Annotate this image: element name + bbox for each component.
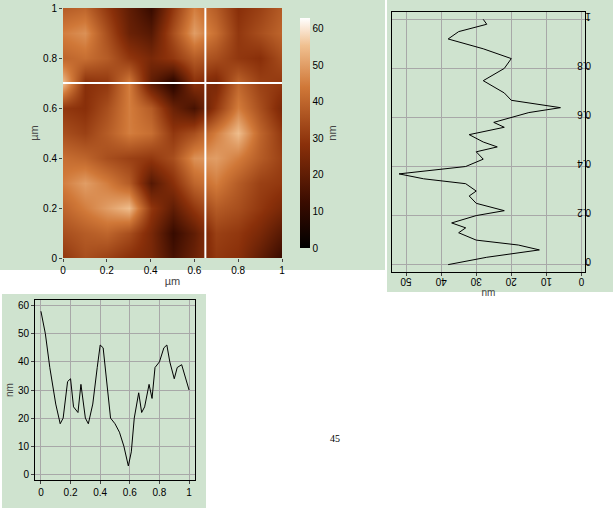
svg-text:20: 20: [18, 413, 30, 424]
svg-text:0: 0: [313, 243, 319, 254]
svg-text:30: 30: [18, 385, 30, 396]
svg-text:60: 60: [313, 23, 325, 34]
svg-text:40: 40: [313, 96, 325, 107]
svg-text:0.4: 0.4: [144, 265, 158, 276]
svg-text:0: 0: [60, 265, 66, 276]
svg-text:nm: nm: [4, 383, 15, 397]
svg-text:45: 45: [330, 433, 340, 444]
svg-text:0.2: 0.2: [64, 487, 78, 498]
svg-text:µm: µm: [165, 275, 181, 287]
svg-text:1: 1: [279, 265, 285, 276]
svg-text:1: 1: [186, 487, 192, 498]
svg-text:µm: µm: [28, 125, 40, 141]
svg-text:40: 40: [18, 356, 30, 367]
svg-text:10: 10: [313, 206, 325, 217]
svg-text:0.6: 0.6: [123, 487, 137, 498]
svg-text:0: 0: [578, 276, 584, 287]
svg-text:0.4: 0.4: [577, 158, 591, 169]
svg-text:0.8: 0.8: [152, 487, 166, 498]
svg-text:0: 0: [51, 253, 57, 264]
svg-text:0.6: 0.6: [577, 109, 591, 120]
svg-text:60: 60: [18, 300, 30, 311]
svg-text:50: 50: [313, 60, 325, 71]
svg-text:0.2: 0.2: [577, 207, 591, 218]
svg-text:0.4: 0.4: [43, 153, 57, 164]
svg-text:50: 50: [400, 276, 412, 287]
svg-text:0.2: 0.2: [43, 203, 57, 214]
svg-text:0.4: 0.4: [93, 487, 107, 498]
svg-text:1: 1: [585, 11, 591, 22]
svg-text:0.6: 0.6: [187, 265, 201, 276]
svg-text:0: 0: [23, 469, 29, 480]
svg-text:10: 10: [540, 276, 552, 287]
svg-text:20: 20: [505, 276, 517, 287]
svg-text:20: 20: [313, 169, 325, 180]
svg-text:50: 50: [18, 328, 30, 339]
svg-text:40: 40: [435, 276, 447, 287]
svg-text:1: 1: [51, 3, 57, 14]
svg-text:0.8: 0.8: [231, 265, 245, 276]
svg-text:0.2: 0.2: [100, 265, 114, 276]
svg-text:30: 30: [313, 133, 325, 144]
svg-text:30: 30: [470, 276, 482, 287]
svg-text:0: 0: [585, 256, 591, 267]
svg-text:0.8: 0.8: [577, 60, 591, 71]
svg-text:0: 0: [38, 487, 44, 498]
svg-text:nm: nm: [326, 125, 338, 140]
svg-text:10: 10: [18, 441, 30, 452]
svg-text:0.6: 0.6: [43, 103, 57, 114]
svg-text:0.8: 0.8: [43, 53, 57, 64]
svg-text:nm: nm: [482, 287, 496, 298]
